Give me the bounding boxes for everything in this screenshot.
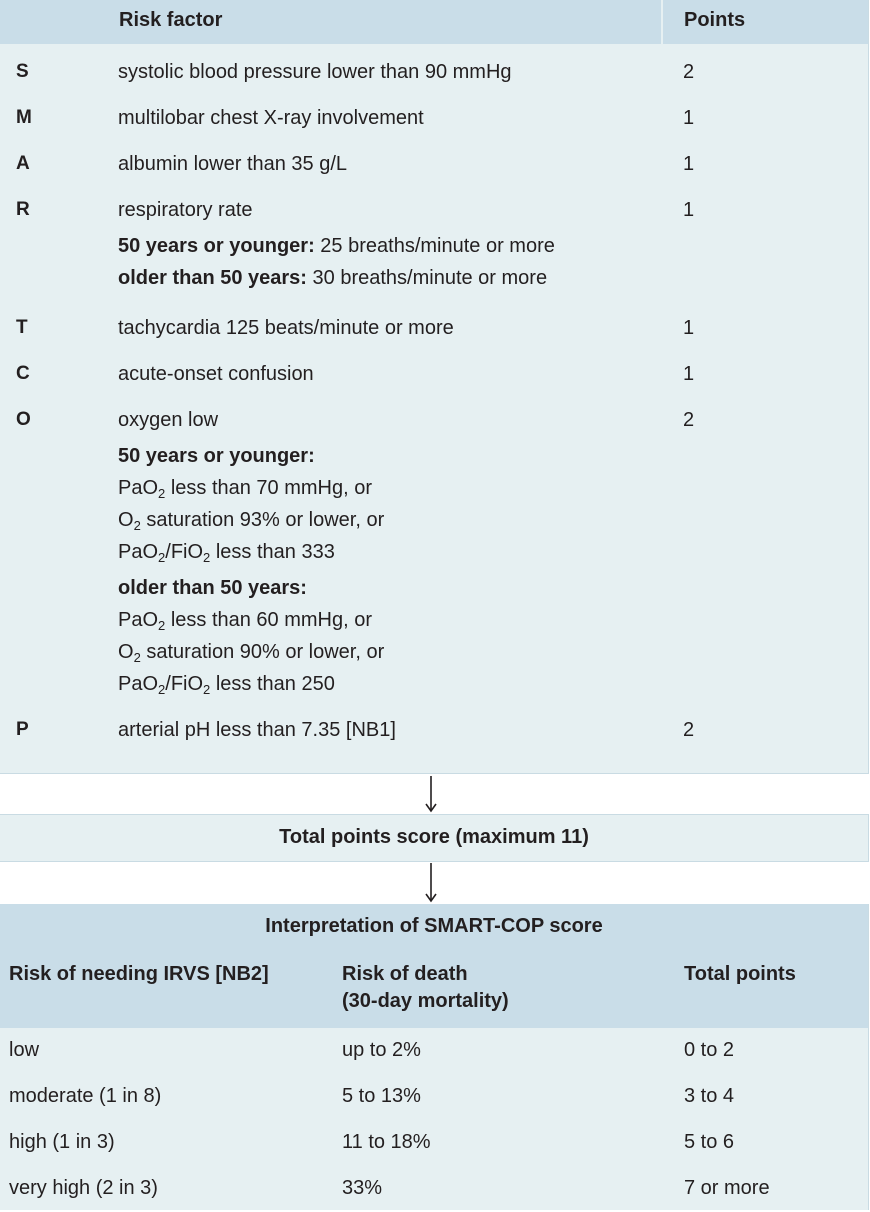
risk-factor-column-header: Risk factor <box>119 9 223 31</box>
risk-points: 1 <box>683 153 695 175</box>
criterion-text: PaO <box>118 477 159 499</box>
criterion-text: saturation 90% or lower, or <box>140 641 385 663</box>
risk-factor-text: oxygen low <box>118 409 219 431</box>
criterion-text: PaO <box>118 673 159 695</box>
risk-points: 1 <box>683 363 695 385</box>
criterion-ratio-old: PaO2/FiO2 less than 250 <box>118 668 384 700</box>
interpretation-row: high (1 in 3) 11 to 18% 5 to 6 <box>0 1120 868 1166</box>
subscript: 2 <box>158 550 166 565</box>
irvs-cell: moderate (1 in 8) <box>9 1085 162 1107</box>
age-label-young: 50 years or younger: <box>118 440 384 472</box>
criterion-text: O <box>118 509 134 531</box>
age-label: older than 50 years: <box>118 267 307 289</box>
subscript: 2 <box>158 682 166 697</box>
irvs-column-header: Risk of needing IRVS [NB2] <box>9 963 269 985</box>
criterion-text: saturation 93% or lower, or <box>140 509 385 531</box>
risk-table-header: Risk factor Points <box>0 0 868 44</box>
irvs-cell: high (1 in 3) <box>9 1131 115 1153</box>
age-label: older than 50 years: <box>118 577 307 599</box>
death-column-subheader: (30-day mortality) <box>342 990 509 1012</box>
subscript: 2 <box>158 618 166 633</box>
criterion-text: PaO <box>118 609 159 631</box>
risk-factor-text: respiratory rate <box>118 199 253 221</box>
age-label: 50 years or younger: <box>118 445 315 467</box>
total-score-label: Total points score (maximum 11) <box>279 826 589 848</box>
risk-letter: A <box>16 153 30 174</box>
points-cell: 7 or more <box>684 1177 770 1199</box>
points-column-header: Total points <box>684 963 796 985</box>
risk-factor-text: tachycardia 125 beats/minute or more <box>118 317 454 339</box>
age-label-old: older than 50 years: <box>118 572 384 604</box>
subscript: 2 <box>203 682 211 697</box>
risk-letter: P <box>16 719 29 740</box>
total-score-box: Total points score (maximum 11) <box>0 814 869 862</box>
death-cell: 33% <box>342 1177 383 1199</box>
interpretation-row: low up to 2% 0 to 2 <box>0 1028 868 1074</box>
down-arrow-icon <box>425 776 437 813</box>
down-arrow-icon <box>425 863 437 903</box>
interpretation-header: Interpretation of SMART-COP score Risk o… <box>0 904 868 1028</box>
criterion-sat-young: O2 saturation 93% or lower, or <box>118 504 384 536</box>
risk-points: 2 <box>683 719 695 741</box>
risk-factor-text: arterial pH less than 7.35 [NB1] <box>118 719 396 741</box>
criterion-text: O <box>118 641 134 663</box>
risk-factor-block: oxygen low 50 years or younger: PaO2 les… <box>118 404 384 700</box>
interpretation-title: Interpretation of SMART-COP score <box>265 915 603 937</box>
death-column-header: Risk of death <box>342 963 468 985</box>
risk-points: 1 <box>683 317 695 339</box>
irvs-cell: very high (2 in 3) <box>9 1177 158 1199</box>
criterion-pao2-young: PaO2 less than 70 mmHg, or <box>118 472 384 504</box>
risk-factor-table: Risk factor Points S systolic blood pres… <box>0 0 869 774</box>
death-cell: 11 to 18% <box>342 1131 431 1153</box>
risk-letter: C <box>16 363 30 384</box>
age-label: 50 years or younger: <box>118 235 315 257</box>
criterion-text: /FiO <box>165 541 204 563</box>
criterion-sat-old: O2 saturation 90% or lower, or <box>118 636 384 668</box>
subscript: 2 <box>203 550 211 565</box>
death-cell: up to 2% <box>342 1039 421 1061</box>
criterion-text: less than 60 mmHg, or <box>165 609 373 631</box>
header-separator <box>661 0 663 44</box>
subscript: 2 <box>133 650 141 665</box>
risk-points: 2 <box>683 409 695 431</box>
risk-points: 2 <box>683 61 695 83</box>
risk-points: 1 <box>683 107 695 129</box>
interpretation-table: Interpretation of SMART-COP score Risk o… <box>0 904 869 1210</box>
criterion-ratio-young: PaO2/FiO2 less than 333 <box>118 536 384 568</box>
criterion-text: PaO <box>118 541 159 563</box>
criterion-text: less than 70 mmHg, or <box>165 477 373 499</box>
criterion-text: less than 250 <box>210 673 335 695</box>
points-cell: 0 to 2 <box>684 1039 735 1061</box>
points-cell: 5 to 6 <box>684 1131 735 1153</box>
risk-points: 1 <box>683 199 695 221</box>
risk-factor-text: albumin lower than 35 g/L <box>118 153 348 175</box>
points-cell: 3 to 4 <box>684 1085 735 1107</box>
criterion-text: 25 breaths/minute or more <box>314 235 555 257</box>
risk-factor-text: multilobar chest X-ray involvement <box>118 107 424 129</box>
death-cell: 5 to 13% <box>342 1085 421 1107</box>
risk-letter: R <box>16 199 30 220</box>
interpretation-row: very high (2 in 3) 33% 7 or more <box>0 1166 868 1212</box>
risk-factor-block: respiratory rate 50 years or younger: 25… <box>118 194 555 294</box>
irvs-cell: low <box>9 1039 40 1061</box>
subscript: 2 <box>133 518 141 533</box>
risk-letter: S <box>16 61 29 82</box>
interpretation-row: moderate (1 in 8) 5 to 13% 3 to 4 <box>0 1074 868 1120</box>
points-column-header: Points <box>684 9 746 31</box>
criterion-text: /FiO <box>165 673 204 695</box>
risk-letter: O <box>16 409 31 430</box>
subscript: 2 <box>158 486 166 501</box>
risk-factor-text: acute-onset confusion <box>118 363 314 385</box>
criterion-pao2-old: PaO2 less than 60 mmHg, or <box>118 604 384 636</box>
risk-letter: T <box>16 317 28 338</box>
criterion-text: 30 breaths/minute or more <box>306 267 548 289</box>
age-criterion-old: older than 50 years: 30 breaths/minute o… <box>118 262 555 294</box>
age-criterion-young: 50 years or younger: 25 breaths/minute o… <box>118 230 555 262</box>
risk-letter: M <box>16 107 32 128</box>
criterion-text: less than 333 <box>210 541 335 563</box>
risk-factor-text: systolic blood pressure lower than 90 mm… <box>118 61 512 83</box>
